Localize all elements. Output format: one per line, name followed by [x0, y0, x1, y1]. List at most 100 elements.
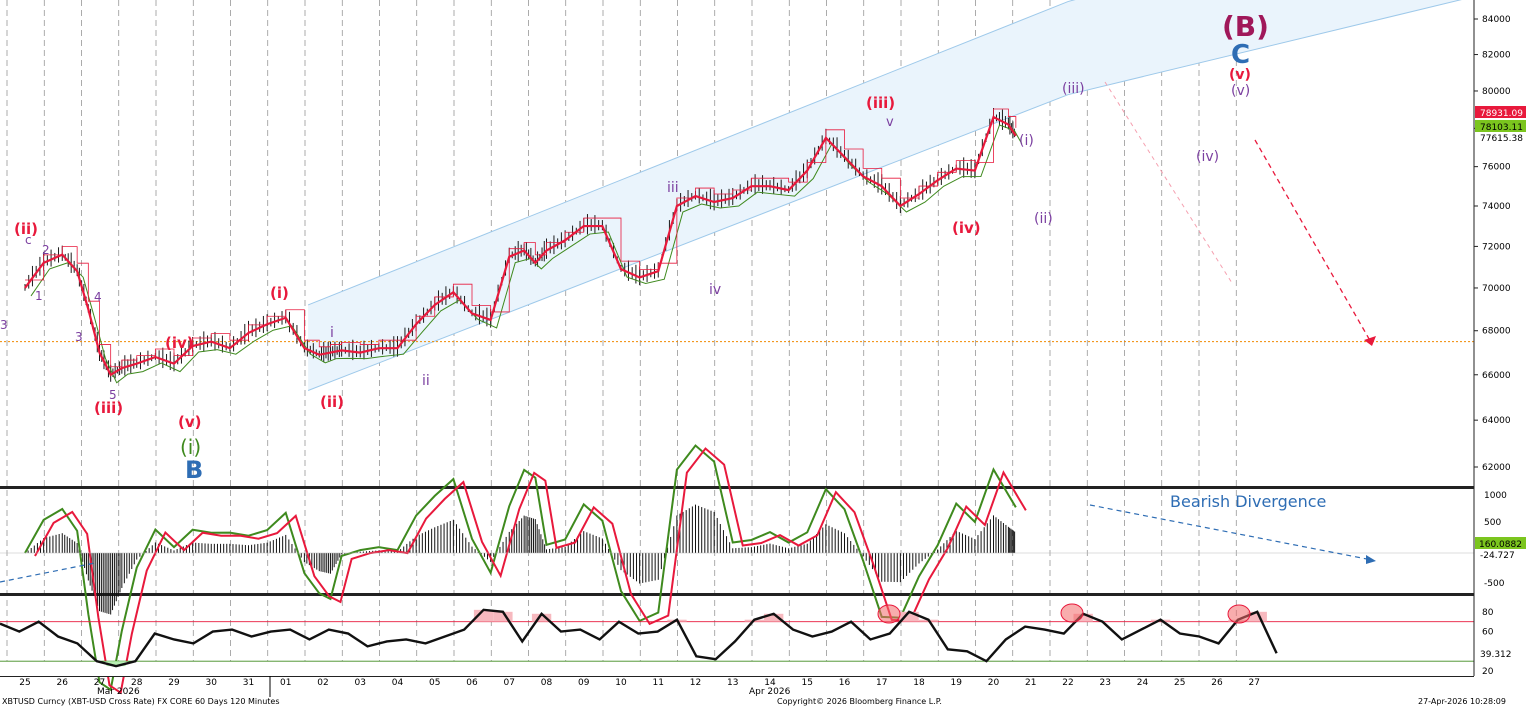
x-tick-label: 26	[57, 678, 69, 688]
x-tick-label: 12	[690, 678, 701, 688]
wave-label-big-b: (B)	[1222, 10, 1269, 43]
price-panel	[0, 0, 1474, 486]
x-tick-label: 27	[1249, 678, 1260, 688]
wave-label-3: 3	[75, 330, 83, 344]
wave-label-3-edge: 3	[0, 318, 8, 332]
x-tick-label: 17	[876, 678, 887, 688]
x-tick-label: 22	[1062, 678, 1073, 688]
rsi-tick-label: 20	[1482, 667, 1494, 677]
wave-label-b: B	[185, 456, 203, 484]
price-tick-label: 68000	[1482, 327, 1511, 337]
rsi-peak-highlight	[1227, 604, 1251, 624]
price-tick-label: 82000	[1482, 51, 1511, 61]
rsi-overbought-fill	[764, 613, 784, 622]
security-description: XBTUSD Curncy (XBT-USD Cross Rate) FX CO…	[2, 697, 280, 706]
wave-label-small-ii: ii	[422, 373, 430, 389]
wave-label-ii-red-left: (ii)	[14, 220, 38, 238]
wave-label-small-iv: iv	[709, 282, 721, 298]
x-tick-label: 08	[541, 678, 553, 688]
divergence-arrow	[0, 504, 1376, 583]
price-tick-label: 74000	[1482, 202, 1511, 212]
divergence-annotation: Bearish Divergence	[1170, 492, 1326, 511]
last-price-flag: 78931.09	[1475, 106, 1526, 119]
wave-label-small-i: i	[330, 325, 334, 341]
price-tick-label: 76000	[1482, 163, 1511, 173]
x-tick-label: 28	[131, 678, 143, 688]
channel-band	[308, 0, 1460, 391]
macd-signal-line	[34, 447, 1027, 695]
macd-indicator	[0, 444, 1474, 695]
x-tick-label: 14	[764, 678, 776, 688]
x-tick-label: 20	[988, 678, 1000, 688]
wave-label-v-red-left: (v)	[178, 413, 202, 431]
svg-text:39.312: 39.312	[1480, 650, 1512, 660]
panel-separator	[0, 486, 1474, 489]
x-tick-label: 23	[1100, 678, 1111, 688]
wave-label-iii-red-left: (iii)	[94, 399, 123, 417]
wave-label-4: 4	[94, 290, 102, 304]
rsi-overbought-fill	[531, 613, 552, 622]
rsi-line	[0, 608, 1278, 668]
x-tick-label: 16	[839, 678, 851, 688]
x-tick-label: 13	[727, 678, 738, 688]
x-tick-label: 01	[280, 678, 291, 688]
rsi-tick-label: 80	[1482, 608, 1494, 618]
x-tick-label: 25	[19, 678, 30, 688]
x-tick-label: 30	[206, 678, 218, 688]
x-tick-label: 25	[1174, 678, 1185, 688]
wave-label-2: 2	[42, 243, 50, 257]
wave-label-c-small: c	[25, 233, 32, 247]
x-tick-label: 26	[1211, 678, 1223, 688]
price-tick-label: 64000	[1482, 416, 1511, 426]
macd-tick-label: 1000	[1484, 491, 1507, 501]
macd-tick-label: 500	[1484, 518, 1501, 528]
rsi-lower-zone	[0, 661, 1474, 676]
price-tick-label: 84000	[1482, 15, 1511, 25]
x-tick-label: 09	[578, 678, 590, 688]
svg-text:78103.11: 78103.11	[1480, 123, 1523, 133]
wave-label-ii-purple: (ii)	[1034, 211, 1053, 227]
price-tick-label: 62000	[1482, 463, 1511, 473]
wave-label-ii-red: (ii)	[320, 393, 344, 411]
wave-label-c: C	[1231, 40, 1250, 70]
projection-arrow	[1254, 139, 1376, 346]
x-tick-label: 03	[355, 678, 366, 688]
svg-text:78931.09: 78931.09	[1480, 109, 1523, 119]
copyright-text: Copyright© 2026 Bloomberg Finance L.P.	[777, 697, 942, 706]
regression-channel	[307, 0, 1462, 391]
wave-labels: (B) C (v) (v) (iii) (iv) (i) (ii) (iii) …	[0, 10, 1269, 484]
rsi-peak-highlight	[877, 604, 901, 624]
macd-axis: 1000 500 -500	[1484, 491, 1507, 589]
price-level-flag: 77615.38	[1480, 134, 1523, 144]
rsi-tick-label: 60	[1482, 628, 1494, 638]
rsi-overbought-fill	[1073, 613, 1093, 622]
wave-label-iv-red: (iv)	[952, 219, 981, 237]
svg-text:160.0882: 160.0882	[1479, 540, 1522, 550]
x-tick-label: 24	[1137, 678, 1149, 688]
price-tick-label: 70000	[1482, 284, 1511, 294]
x-tick-label: 11	[653, 678, 664, 688]
x-tick-label: 07	[504, 678, 515, 688]
svg-text:77615.38: 77615.38	[1480, 134, 1523, 144]
x-tick-label: 27	[94, 678, 105, 688]
x-tick-label: 06	[466, 678, 478, 688]
rsi-value-flag: 39.312	[1475, 647, 1526, 660]
macd-tick-label: -500	[1484, 579, 1505, 589]
x-tick-label: 04	[392, 678, 404, 688]
channel-lower-line	[307, 0, 1462, 391]
wave-label-iv-red-left: (iv)	[165, 334, 194, 352]
time-axis: 25 26 27 28 29 30 31 01 02 03 04 05 06 07 08 09 10 11 12 13…	[19, 678, 1260, 688]
x-tick-label: 05	[429, 678, 440, 688]
x-tick-label: 15	[802, 678, 813, 688]
rsi-overbought-fill	[473, 609, 494, 622]
x-tick-label: 10	[615, 678, 627, 688]
macd-red-value: -24.727	[1480, 551, 1515, 561]
rsi-axis: 80 60 20	[1482, 608, 1494, 677]
wave-label-small-iii: iii	[667, 180, 679, 196]
step-average	[25, 108, 1017, 368]
wave-label-v-red: (v)	[1229, 67, 1251, 83]
price-tick-label: 66000	[1482, 371, 1511, 381]
price-tick-label: 72000	[1482, 242, 1511, 252]
x-tick-label: 21	[1025, 678, 1036, 688]
x-tick-label: 29	[168, 678, 180, 688]
